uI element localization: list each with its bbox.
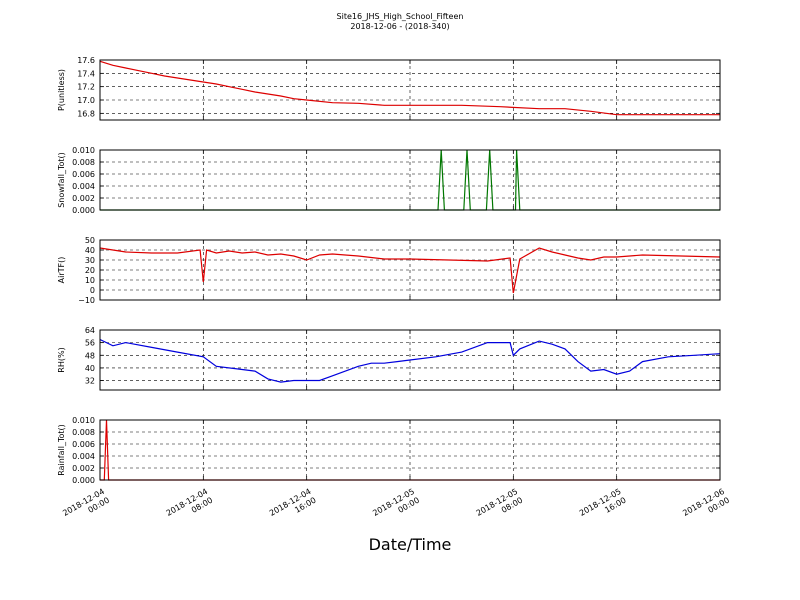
chart-panels: 17.6 17.4 17.2 17.0 16.8 P(unitless) 0.010 0.00… [57, 56, 721, 485]
x-axis-label: Date/Time [369, 535, 452, 554]
y-tick-label: 32 [85, 377, 95, 386]
y-tick-label: 0.010 [72, 146, 95, 155]
y-tick-label: 0.010 [72, 416, 95, 425]
y-tick-label: 17.6 [77, 56, 95, 65]
series-line-pressure [99, 60, 720, 116]
y-tick-label: 0.004 [72, 452, 95, 461]
y-tick-label: 0.006 [72, 170, 95, 179]
y-axis-label: Rainfall_Tot() [57, 424, 66, 476]
y-tick-label: 64 [85, 326, 95, 335]
y-tick-label: 0.006 [72, 440, 95, 449]
y-tick-label: 0.000 [72, 206, 95, 215]
series-line-air-temp [99, 247, 721, 294]
y-tick-label: 0.004 [72, 182, 95, 191]
y-tick-label: 0 [90, 286, 95, 295]
y-axis-label: Snowfall_Tot() [57, 152, 66, 208]
panel-pressure: 17.6 17.4 17.2 17.0 16.8 P(unitless) [57, 56, 721, 121]
y-tick-label: 17.4 [77, 69, 95, 78]
y-axis-label: RH(%) [57, 347, 66, 372]
y-tick-label: 30 [85, 256, 95, 265]
y-tick-label: 56 [85, 339, 95, 348]
y-tick-label: 10 [85, 276, 95, 285]
y-tick-label: 0.008 [72, 428, 95, 437]
y-tick-label: −10 [78, 296, 95, 305]
y-tick-label: 0.000 [72, 476, 95, 485]
y-axis-label: AirTF() [57, 257, 66, 284]
y-tick-label: 16.8 [77, 109, 95, 118]
panel-rainfall: 0.010 0.008 0.006 0.004 0.002 0.000 Rainfall_T… [57, 416, 721, 485]
figure-subtitle: 2018-12-06 - (2018-340) [350, 22, 449, 31]
y-tick-label: 20 [85, 266, 95, 275]
y-axis-label: P(unitless) [57, 69, 66, 111]
y-tick-label: 0.008 [72, 158, 95, 167]
panel-rh: 64 56 48 40 32 RH(%) [57, 326, 721, 391]
y-tick-label: 0.002 [72, 464, 95, 473]
y-tick-label: 17.0 [77, 96, 95, 105]
y-tick-label: 50 [85, 236, 95, 245]
y-tick-label: 40 [85, 246, 95, 255]
y-tick-label: 17.2 [77, 83, 95, 92]
y-tick-label: 40 [85, 364, 95, 373]
y-tick-label: 0.002 [72, 194, 95, 203]
panel-snowfall: 0.010 0.008 0.006 0.004 0.002 0.000 Snowfall_T… [57, 146, 721, 215]
y-tick-label: 48 [85, 351, 95, 360]
figure-title: Site16_JHS_High_School_Fifteen [337, 12, 464, 21]
series-line-rh [99, 338, 721, 383]
